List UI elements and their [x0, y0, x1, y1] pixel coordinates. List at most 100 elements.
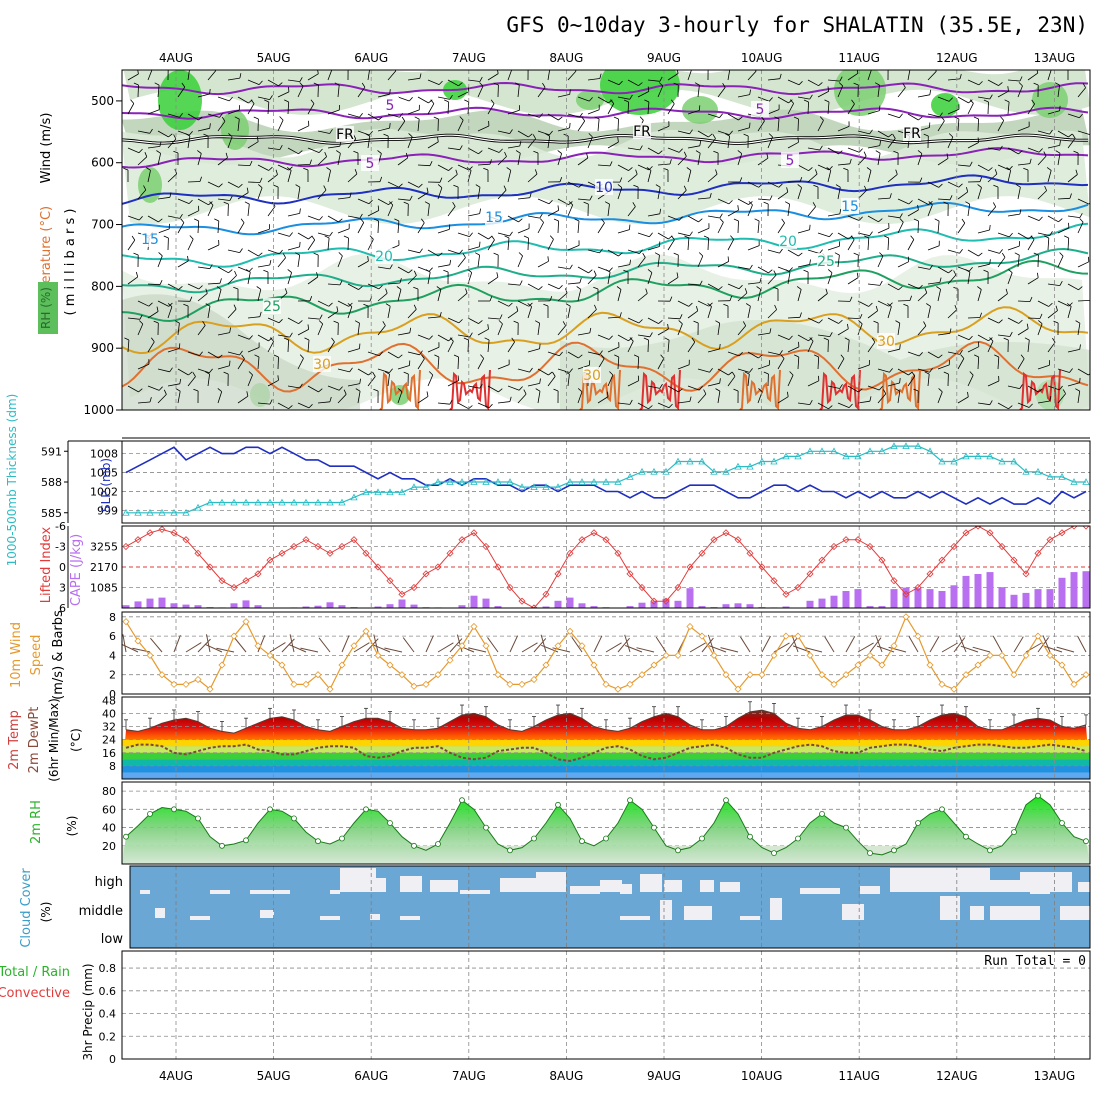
cape-bar [411, 605, 418, 608]
rh-point [460, 798, 465, 803]
barb-flag [344, 66, 349, 68]
contour-label-16: 30 [583, 368, 601, 384]
cloud-high-19 [460, 890, 490, 894]
temp-tick-40: 40 [102, 707, 116, 720]
contour-label-15: 30 [313, 357, 331, 373]
cloud-high-11 [890, 868, 990, 892]
barb-flag [883, 66, 888, 68]
rh-point [484, 825, 489, 830]
barb-flag [1063, 66, 1068, 68]
li-tick-3: 3 [59, 582, 66, 595]
barb [618, 119, 619, 131]
precip-tick-0.4: 0.4 [99, 1008, 117, 1021]
top-date-4AUG: 4AUG [159, 51, 193, 65]
cape-bar [327, 602, 334, 608]
rh-point [652, 825, 657, 830]
cape-bar [471, 596, 478, 608]
contour-label-13: 25 [817, 254, 835, 270]
cape-bar [747, 604, 754, 608]
wind-tick-6: 6 [109, 630, 116, 643]
cape-bar [939, 591, 946, 608]
cloud-high-1 [376, 878, 386, 892]
precip-conv-label: Convective [0, 986, 70, 1001]
rh-point [964, 834, 969, 839]
contour-label-10: 15 [841, 199, 859, 215]
cloud-high-10 [720, 882, 740, 892]
minmax-label: (6hr Min/Max) [47, 698, 61, 782]
cape-bar [735, 603, 742, 608]
rh-point [796, 836, 801, 841]
cape-bar [855, 589, 862, 608]
temp-band-3 [122, 759, 1090, 766]
cape-bar [159, 598, 166, 608]
barb [988, 102, 989, 114]
cloud-high-6 [600, 880, 622, 892]
cape-bar [687, 588, 694, 608]
barb-flag [570, 123, 571, 128]
cloud-label: Cloud Cover [19, 868, 34, 948]
rh-point [916, 821, 921, 826]
ptick-label-800: 800 [91, 279, 114, 293]
rh-point [820, 811, 825, 816]
cloud-mid-14 [620, 916, 650, 920]
rh-point [124, 834, 129, 839]
temp-band-5 [122, 772, 1090, 777]
rh-point [604, 836, 609, 841]
barb-flag [300, 242, 301, 247]
slp-label: SLP (mb) [99, 458, 113, 512]
cape-bar [915, 588, 922, 608]
cloud-mid-5 [842, 904, 864, 920]
barb [278, 357, 279, 369]
temp-tick-24: 24 [102, 734, 116, 747]
cloud-mid-1 [260, 910, 274, 918]
cloud-high-15 [140, 890, 150, 894]
barb [918, 221, 919, 233]
rh-point [556, 802, 561, 807]
cloud-low: low [101, 932, 124, 947]
cape-bar [567, 598, 574, 608]
rh-point [940, 807, 945, 812]
cloud-high-12 [990, 880, 1020, 892]
precip-label: 3hr Precip (mm) [81, 963, 95, 1060]
cloud-mid-4 [770, 898, 782, 920]
rh-blob-4 [682, 96, 718, 124]
rh-blob-0 [158, 70, 202, 130]
cape-bar [171, 603, 178, 608]
cape-bar [975, 574, 982, 608]
cape-tick-3255: 3255 [90, 541, 118, 554]
precip-tick-0.6: 0.6 [99, 985, 117, 998]
temp-band-0 [122, 740, 1090, 747]
barb-flag [703, 66, 708, 68]
cape-bar [963, 576, 970, 608]
cloud-mid-8 [990, 906, 1040, 920]
cloud-mid-2 [660, 900, 672, 920]
cloud-mid-13 [400, 916, 420, 920]
temp-band-2 [122, 753, 1090, 760]
rh-point [340, 836, 345, 841]
li-tick--6: -6 [55, 520, 66, 533]
contour-label-8: 15 [485, 210, 503, 226]
run-total: Run Total = 0 [984, 954, 1086, 969]
temp-tick-8: 8 [109, 760, 116, 773]
wind10-label: 10m Wind [9, 622, 24, 688]
rh-point [580, 839, 585, 844]
bottom-date-5AUG: 5AUG [257, 1069, 291, 1083]
barb-flag [1048, 65, 1052, 68]
cape-bar [819, 599, 826, 608]
contour-label-1: 5 [756, 102, 765, 118]
temp-tick-32: 32 [102, 721, 116, 734]
cloud-high-2 [400, 876, 422, 892]
cloud-high-22 [800, 888, 840, 894]
precip-total-label: Total / Rain [0, 965, 70, 980]
ptick-label-600: 600 [91, 156, 114, 170]
rh-point [172, 807, 177, 812]
barb-flag [540, 344, 541, 349]
cape-bar [999, 587, 1006, 608]
cloud-high-7 [640, 874, 662, 892]
barb-flag [1080, 378, 1081, 383]
cape-bar [135, 601, 142, 608]
top-date-6AUG: 6AUG [354, 51, 388, 65]
